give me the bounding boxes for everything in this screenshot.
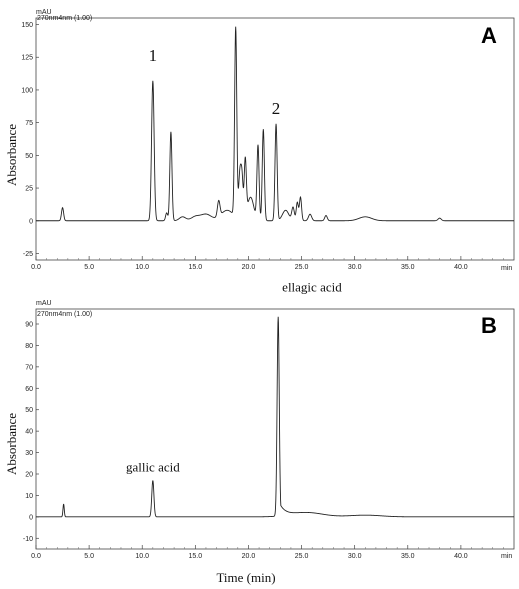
panel-b-ylabel: Absorbance [4, 413, 19, 475]
panel-a-unit-label: mAU [36, 9, 52, 16]
panel-a: mAU 270nm4nm (1.00) A Absorbance min -25… [4, 9, 515, 272]
x-axis-label: Time (min) [216, 570, 275, 585]
panel-a-annotations: 12 [149, 46, 281, 118]
panel-b-ytick-label-5: 40 [25, 429, 33, 436]
panel-a-ytick-label-1: 0 [29, 218, 33, 225]
panel-a-ytick-label-6: 125 [21, 55, 33, 62]
panel-a-xtick-label-4: 20.0 [242, 264, 256, 271]
panel-b-ytick-label-2: 10 [25, 493, 33, 500]
panel-b-xtick-label-4: 20.0 [242, 553, 256, 560]
panel-a-peak-label-16: 2 [272, 99, 281, 118]
panel-a-frame [35, 17, 515, 261]
panel-b-xtick-label-7: 35.0 [401, 553, 415, 560]
panel-a-ytick-label-3: 50 [25, 153, 33, 160]
panel-a-ytick-label-2: 25 [25, 186, 33, 193]
panel-b-unit-label: mAU [36, 300, 52, 307]
panel-b-xtick-label-5: 25.0 [295, 553, 309, 560]
panel-b-xtick-label-0: 0.0 [31, 553, 41, 560]
panel-a-trace [36, 26, 514, 222]
panel-a-ytick-label-5: 100 [21, 87, 33, 94]
panel-a-xtick-label-1: 5.0 [84, 264, 94, 271]
panel-a-peak-label-1: 1 [149, 46, 158, 65]
panel-a-xtick-label-2: 10.0 [135, 264, 149, 271]
panel-a-ytick-label-4: 75 [25, 120, 33, 127]
panel-b-annotations: gallic acid ellagic acid [126, 280, 342, 475]
panel-b-ytick-label-6: 50 [25, 407, 33, 414]
panel-b-ytick-label-3: 20 [25, 472, 33, 479]
panel-b-x-unit-label: min [501, 553, 512, 560]
panel-a-xtick-label-6: 30.0 [348, 264, 362, 271]
panel-a-ytick-label-0: -25 [23, 251, 33, 258]
panel-b-ytick-label-10: 90 [25, 322, 33, 329]
panel-b-ytick-label-8: 70 [25, 364, 33, 371]
panel-b-ytick-label-4: 30 [25, 450, 33, 457]
panel-a-xtick-label-0: 0.0 [31, 264, 41, 271]
panel-b-xtick-label-2: 10.0 [135, 553, 149, 560]
panel-a-xtick-label-5: 25.0 [295, 264, 309, 271]
panel-b-xtick-label-3: 15.0 [189, 553, 203, 560]
panel-b-label: B [481, 313, 497, 338]
panel-b-xtick-label-6: 30.0 [348, 553, 362, 560]
panel-b: mAU 270nm4nm (1.00) B Absorbance min -10… [4, 280, 515, 560]
panel-a-ylabel: Absorbance [4, 124, 19, 186]
panel-b-xtick-label-8: 40.0 [454, 553, 468, 560]
panel-b-ytick-label-1: 0 [29, 514, 33, 521]
panel-a-label: A [481, 23, 497, 48]
panel-b-frame [35, 308, 515, 550]
panel-b-peak-label-1: gallic acid [126, 459, 180, 474]
panel-a-xtick-label-7: 35.0 [401, 264, 415, 271]
panel-a-xtick-label-3: 15.0 [189, 264, 203, 271]
panel-a-x-unit-label: min [501, 265, 512, 272]
panel-a-channel-label: 270nm4nm (1.00) [37, 15, 92, 22]
panel-b-ytick-label-0: -10 [23, 536, 33, 543]
panel-b-ytick-label-9: 80 [25, 343, 33, 350]
panel-b-channel-label: 270nm4nm (1.00) [37, 311, 92, 318]
panel-b-trace [36, 316, 514, 518]
panel-b-axes: -10 0 10 20 30 40 50 60 70 80 90 0.0 5.0 10.0 15.0 20.0… [23, 322, 504, 560]
panel-a-xtick-label-8: 40.0 [454, 264, 468, 271]
panel-a-ytick-label-7: 150 [21, 22, 33, 29]
panel-b-xtick-label-1: 5.0 [84, 553, 94, 560]
panel-b-peak-label-2: ellagic acid [282, 280, 342, 295]
panel-a-axes: -25 0 25 50 75 100 125 150 0.0 5.0 10.0 15.0 20.0 25.… [21, 22, 504, 271]
panel-b-ytick-label-7: 60 [25, 386, 33, 393]
